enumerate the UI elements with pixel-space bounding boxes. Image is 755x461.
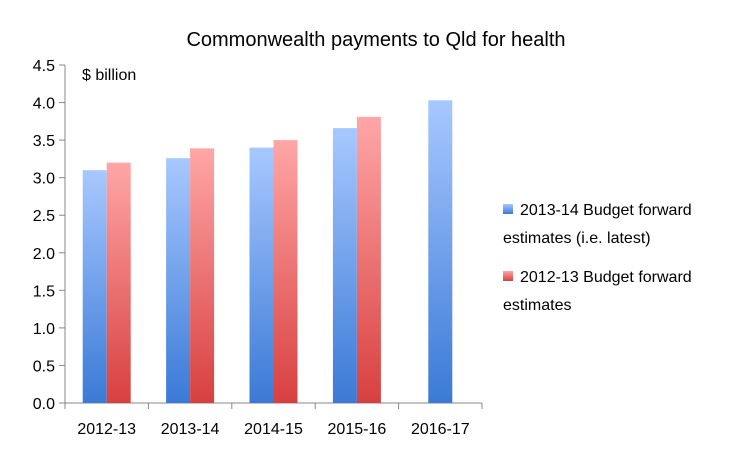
y-tick-label: 3.0: [33, 171, 55, 188]
x-tick-label: 2015-16: [328, 421, 387, 438]
y-tick-label: 0.0: [33, 396, 55, 413]
bar-series-2: [106, 162, 131, 403]
chart-title: Commonwealth payments to Qld for health: [186, 29, 565, 51]
bar-series-1: [428, 100, 453, 404]
bar-series-1: [166, 158, 191, 403]
y-unit-label: $ billion: [82, 67, 136, 84]
legend-label-1: estimates (i.e. latest): [503, 230, 651, 247]
legend-label-1: 2013-14 Budget forward: [520, 202, 692, 219]
y-tick-label: 1.5: [33, 283, 55, 300]
bar-series-1: [82, 170, 107, 403]
y-tick-label: 2.5: [33, 208, 55, 225]
legend-swatch-1: [503, 204, 513, 214]
y-axis-ticks: 0.0 0.5 1.0 1.5 2.0 2.5 3.0 3.5 4.0 4.5: [33, 58, 65, 413]
legend: 2013-14 Budget forward estimates (i.e. la…: [503, 202, 692, 314]
x-tick-label: 2012-13: [77, 421, 136, 438]
x-tick-label: 2014-15: [244, 421, 303, 438]
bar-series-2: [273, 140, 298, 403]
bars-group: [82, 100, 453, 404]
bar-series-2: [190, 148, 215, 403]
legend-swatch-2: [503, 271, 513, 281]
x-tick-label: 2016-17: [411, 421, 470, 438]
y-tick-label: 1.0: [33, 321, 55, 338]
x-axis-ticks: 2012-13 2013-14 2014-15 2015-16 2016-17: [64, 403, 483, 438]
legend-label-2: estimates: [503, 297, 571, 314]
y-tick-label: 2.0: [33, 246, 55, 263]
legend-label-2: 2012-13 Budget forward: [520, 269, 692, 286]
y-tick-label: 0.5: [33, 358, 55, 375]
bar-series-1: [332, 128, 357, 404]
y-tick-label: 4.5: [33, 58, 55, 75]
bar-series-2: [356, 116, 381, 404]
y-tick-label: 3.5: [33, 133, 55, 150]
y-tick-label: 4.0: [33, 96, 55, 113]
bar-series-1: [249, 147, 274, 403]
x-tick-label: 2013-14: [161, 421, 220, 438]
